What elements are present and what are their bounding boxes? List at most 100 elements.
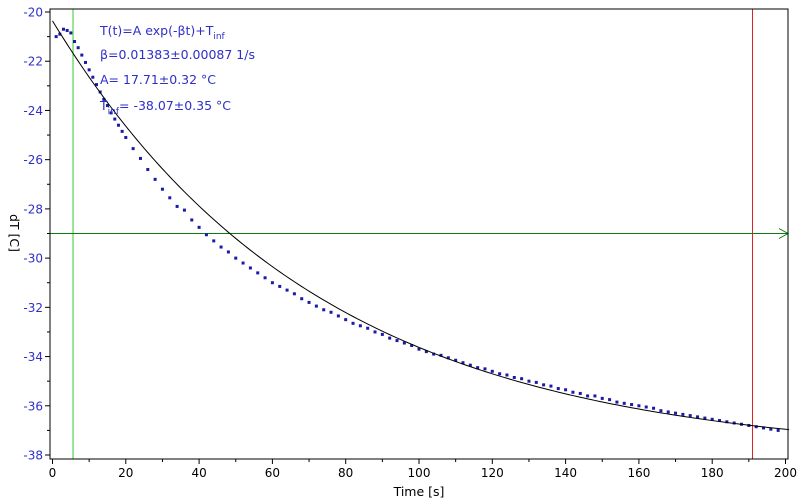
axis-ticks <box>45 11 786 464</box>
y-tick-label: -30 <box>23 252 43 266</box>
data-point <box>586 394 590 398</box>
data-point <box>571 390 575 394</box>
fit-amplitude: A= 17.71±0.32 °C <box>100 72 216 87</box>
data-point <box>659 409 663 413</box>
data-point <box>439 353 443 357</box>
data-point <box>329 310 333 314</box>
data-point <box>542 383 546 387</box>
data-point <box>622 401 626 405</box>
data-point <box>83 60 87 64</box>
data-point <box>153 177 157 181</box>
data-point <box>270 281 274 285</box>
x-tick-label: 100 <box>408 466 431 480</box>
data-point <box>637 404 641 408</box>
data-point <box>94 83 98 87</box>
data-point <box>285 288 289 292</box>
x-tick-label: 80 <box>338 466 353 480</box>
data-point <box>446 356 450 360</box>
data-point <box>762 426 766 430</box>
x-tick-label: 60 <box>265 466 280 480</box>
y-axis-label: dT [C] <box>7 214 22 252</box>
data-point <box>395 339 399 343</box>
data-point <box>527 379 531 383</box>
data-point <box>703 416 707 420</box>
data-point <box>241 261 245 265</box>
data-point <box>138 156 142 160</box>
data-point <box>124 136 128 140</box>
data-point <box>197 225 201 229</box>
data-point <box>776 428 780 432</box>
data-point <box>725 420 729 424</box>
data-point <box>80 53 84 57</box>
data-point <box>120 129 124 133</box>
markers-layer <box>50 9 790 459</box>
data-point <box>652 406 656 410</box>
data-point <box>226 250 230 254</box>
data-point <box>69 31 73 35</box>
data-point <box>483 367 487 371</box>
data-point <box>461 361 465 365</box>
data-point <box>61 27 65 31</box>
data-point <box>314 304 318 308</box>
x-tick-label: 0 <box>49 466 57 480</box>
data-point <box>212 239 216 243</box>
fit-annotation: T(t)=A exp(-βt)+Tinf β=0.01383±0.00087 1… <box>99 23 255 117</box>
data-point <box>608 398 612 402</box>
y-tick-label: -28 <box>23 202 43 216</box>
data-point <box>102 97 106 101</box>
data-point <box>630 403 634 407</box>
y-tick-labels: -20 -22 -24 -26 -28 -30 -32 -34 -36 -38 <box>23 6 43 463</box>
y-tick-label: -26 <box>23 153 43 167</box>
data-point <box>344 318 348 322</box>
data-point <box>410 343 414 347</box>
data-point <box>300 297 304 301</box>
x-tick-label: 180 <box>701 466 724 480</box>
data-point <box>168 196 172 200</box>
data-point <box>593 394 597 398</box>
data-point <box>380 332 384 336</box>
data-point <box>358 324 362 328</box>
data-point <box>256 271 260 275</box>
y-tick-label: -36 <box>23 399 43 413</box>
x-tick-label: 160 <box>627 466 650 480</box>
data-point <box>58 32 62 36</box>
x-axis-label: Time [s] <box>393 484 445 499</box>
data-point <box>600 396 604 400</box>
data-point <box>388 336 392 340</box>
data-point <box>666 410 670 414</box>
data-point <box>402 341 406 345</box>
data-point <box>512 375 516 379</box>
x-tick-label: 20 <box>118 466 133 480</box>
y-tick-label: -34 <box>23 350 43 364</box>
data-series <box>54 27 780 432</box>
fit-curve <box>52 20 790 431</box>
data-point <box>146 168 150 172</box>
data-point <box>534 380 538 384</box>
data-point <box>307 300 311 304</box>
data-point <box>336 314 340 318</box>
data-point <box>476 366 480 370</box>
fit-tinf: Tinf= -38.07±0.35 °C <box>99 98 231 117</box>
data-point <box>116 123 120 127</box>
data-point <box>373 330 377 334</box>
data-point <box>769 427 773 431</box>
data-point <box>424 350 428 354</box>
data-point <box>322 308 326 312</box>
x-tick-label: 40 <box>191 466 206 480</box>
data-point <box>54 35 58 39</box>
fit-beta: β=0.01383±0.00087 1/s <box>100 47 255 62</box>
y-tick-label: -24 <box>23 104 43 118</box>
data-point <box>278 284 282 288</box>
y-tick-label: -38 <box>23 449 43 463</box>
data-point <box>248 266 252 270</box>
data-point <box>113 117 117 121</box>
data-point <box>105 104 109 108</box>
data-point <box>182 208 186 212</box>
y-tick-label: -20 <box>23 6 43 20</box>
data-point <box>468 363 472 367</box>
data-point <box>549 384 553 388</box>
data-point <box>91 75 95 79</box>
data-point <box>505 373 509 377</box>
data-point <box>292 292 296 296</box>
